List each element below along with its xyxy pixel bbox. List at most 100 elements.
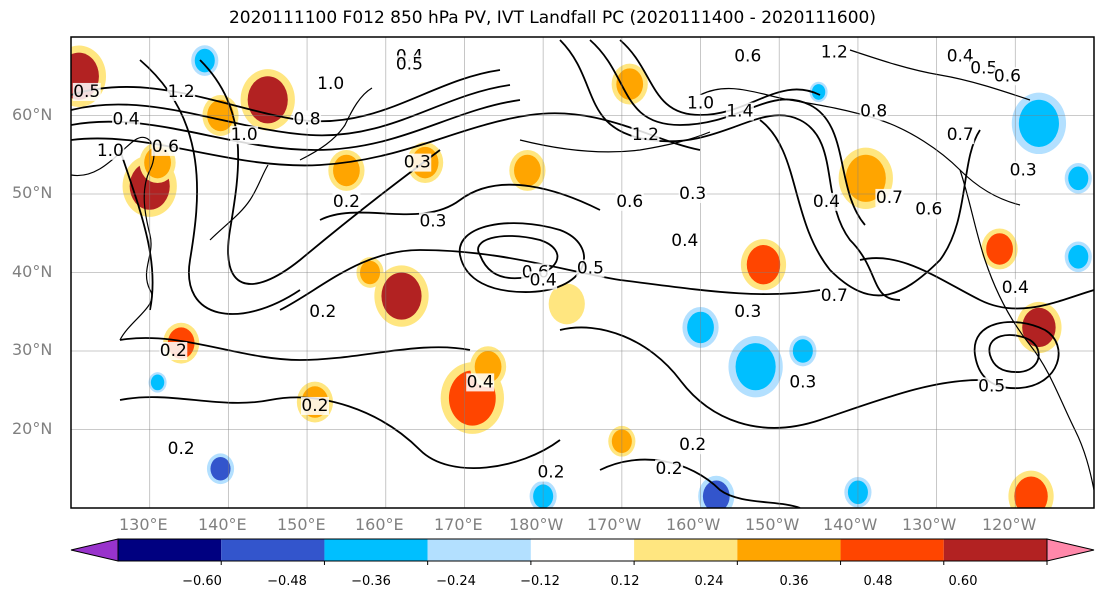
contour-label: 0.4 (530, 270, 557, 290)
contour-label-bg (733, 302, 762, 321)
coastline-asia (71, 136, 155, 341)
contour-label: 0.3 (404, 153, 431, 173)
pv-anomaly-core (702, 480, 730, 508)
contour-line (559, 39, 901, 301)
contour-label-bg (678, 436, 707, 455)
contour-label-bg (678, 185, 707, 203)
pv-anomaly-core (194, 48, 215, 73)
contour-label-bg (631, 126, 660, 145)
lon-label: 150°W (745, 515, 800, 534)
contour-label-bg (316, 75, 345, 94)
lon-label: 180°W (509, 515, 564, 534)
contour-label-bg (167, 440, 196, 459)
contour-line (119, 337, 471, 361)
contour-label: 0.3 (789, 372, 816, 392)
contour-label: 1.2 (632, 125, 659, 145)
pv-shading-layer (71, 45, 1092, 508)
contour-label: 1.0 (97, 141, 124, 161)
contour-label-bg (946, 126, 975, 145)
contour-label-bg (72, 82, 101, 101)
contour-label-bg (788, 373, 817, 392)
contour-label-bg (733, 47, 762, 66)
contour-label: 0.2 (160, 341, 187, 361)
colorbar-tick-label: 0.48 (863, 574, 893, 589)
contour-label: 0.4 (813, 192, 840, 212)
contour-label: 0.4 (671, 231, 698, 251)
contour-label-bg (914, 200, 943, 219)
contour-label: 0.3 (734, 302, 761, 322)
contour-label: 1.2 (821, 43, 848, 63)
contour-label-bg (537, 463, 566, 482)
pv-anomaly-core (616, 68, 644, 100)
contour-label: 0.4 (1002, 278, 1029, 298)
lon-label: 170°E (434, 515, 483, 534)
contour-label-bg (820, 43, 849, 62)
contour-line (119, 396, 561, 469)
lat-label: 40°N (12, 262, 53, 281)
lon-label: 120°W (982, 515, 1037, 534)
contour-label-bg (812, 192, 841, 211)
colorbar-segment (221, 539, 325, 561)
colorbar-tick-label: 0.60 (948, 574, 978, 589)
contour-label: 0.3 (679, 184, 706, 204)
contour-label: 0.8 (294, 109, 321, 129)
colorbar-segment (634, 539, 738, 561)
pv-anomaly-core (381, 272, 422, 320)
contour-label: 0.2 (656, 459, 683, 479)
contour-label-bg (820, 287, 849, 306)
contour-line (477, 235, 559, 280)
colorbar-segment (118, 539, 222, 561)
contour-label-layer: 0.40.50.61.20.40.50.60.51.21.00.40.81.00… (72, 43, 1038, 483)
contour-label-bg (293, 110, 322, 129)
contour-label: 0.6 (994, 66, 1021, 86)
contour-label-bg (300, 396, 329, 415)
lat-label: 30°N (12, 340, 53, 359)
colorbar-extend-high (1046, 538, 1095, 562)
contour-label-bg (418, 212, 447, 231)
contour-label: 1.0 (231, 125, 258, 145)
coastline-japan (209, 164, 269, 241)
contour-label-bg (332, 192, 361, 211)
pv-anomaly-core (333, 154, 360, 187)
pv-anomaly-core (553, 288, 581, 320)
contour-label-bg (615, 192, 644, 211)
pv-anomaly-core (811, 84, 826, 100)
colorbar-tick-label: −0.36 (351, 574, 391, 589)
pv-anomaly-core (746, 244, 781, 285)
contour-label-bg (655, 459, 684, 478)
colorbar-segment (840, 539, 944, 561)
contour-label-bg (466, 373, 495, 392)
colorbar-tick-label: 0.24 (694, 574, 724, 589)
contour-line (619, 39, 821, 116)
contour-line (319, 183, 601, 221)
coastline-kamchatka (299, 87, 373, 161)
contour-label-bg (1009, 161, 1038, 180)
colorbar-segment (427, 539, 531, 561)
contour-label: 0.4 (113, 109, 140, 129)
contour-label: 0.2 (309, 302, 336, 322)
contour-line (119, 149, 154, 311)
lon-label: 150°E (277, 515, 326, 534)
colorbar-tick-label: 0.36 (779, 574, 809, 589)
contour-label: 1.2 (168, 82, 195, 102)
map-frame (70, 36, 1095, 509)
lon-label: 160°E (355, 515, 404, 534)
contour-label-bg (969, 59, 998, 78)
pv-anomaly-core (150, 374, 165, 391)
contour-line (599, 458, 801, 508)
coastline-sea-ice (849, 49, 1031, 101)
contour-label-bg (875, 188, 904, 207)
contour-label-bg (946, 47, 975, 66)
contour-label: 0.5 (970, 58, 997, 78)
contour-label-bg (1001, 279, 1030, 298)
lat-label: 60°N (12, 105, 53, 124)
contour-label: 0.2 (168, 439, 195, 459)
contour-label-bg (859, 102, 888, 121)
contour-label: 0.6 (734, 47, 761, 67)
lat-label: 20°N (12, 419, 53, 438)
contour-label: 0.2 (333, 192, 360, 212)
contour-label-bg (977, 377, 1006, 396)
pv-anomaly-core (514, 154, 541, 187)
contour-label: 0.5 (396, 54, 423, 74)
pv-anomaly-core (1018, 99, 1059, 147)
